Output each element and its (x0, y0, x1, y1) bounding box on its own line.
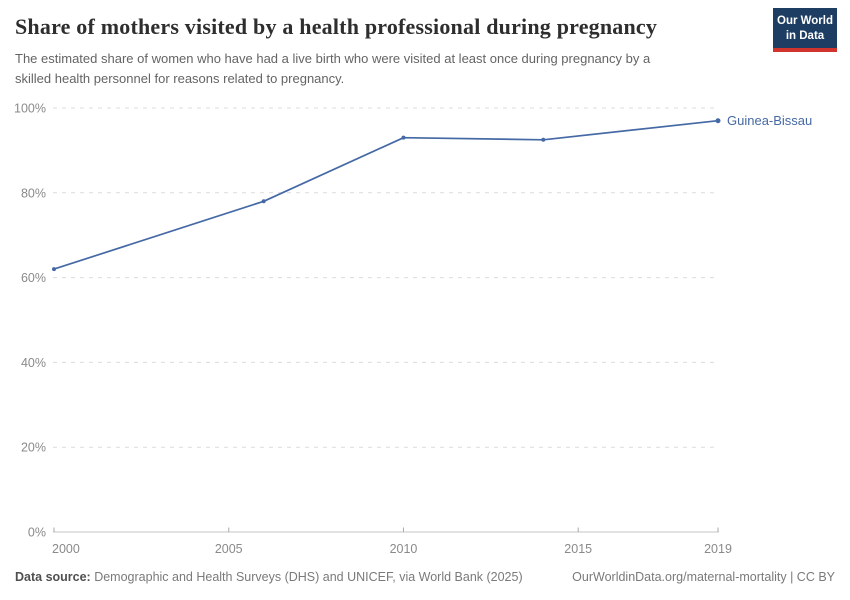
series-line[interactable] (53, 119, 719, 270)
owid-logo-line2: in Data (785, 29, 825, 42)
owid-logo[interactable]: Our World in Data (773, 8, 837, 52)
data-point[interactable] (541, 137, 546, 142)
page-title: Share of mothers visited by a health pro… (15, 14, 658, 39)
chart-subtitle: The estimated share of women who have ha… (15, 49, 755, 89)
data-point[interactable] (715, 118, 721, 124)
data-point[interactable] (52, 267, 56, 272)
y-tick-label: 100% (14, 102, 46, 116)
chart-subtitle-line2: skilled health personnel for reasons rel… (15, 71, 345, 87)
y-tick-label: 40% (21, 356, 46, 370)
y-tick-label: 20% (21, 441, 46, 455)
y-tick-label: 0% (28, 526, 46, 540)
x-tick-label: 2010 (390, 542, 418, 556)
x-tick-label: 2000 (52, 542, 80, 556)
x-tick-label: 2019 (704, 542, 732, 556)
x-tick-label: 2015 (564, 542, 592, 556)
data-source-label: Data source: (15, 570, 91, 584)
chart-subtitle-line1: The estimated share of women who have ha… (15, 51, 651, 66)
data-point[interactable] (401, 135, 406, 140)
owid-logo-line1: Our World (777, 15, 834, 27)
footer-link[interactable]: OurWorldinData.org/maternal-mortality | … (572, 570, 835, 584)
footer: Data source: Demographic and Health Surv… (15, 569, 835, 585)
x-tick-label: 2005 (215, 542, 243, 556)
header: Share of mothers visited by a health pro… (15, 14, 755, 89)
y-tick-label: 80% (21, 186, 46, 200)
data-source: Data source: Demographic and Health Surv… (15, 569, 523, 585)
y-tick-label: 60% (21, 271, 46, 285)
data-point[interactable] (261, 199, 266, 204)
data-source-text: Demographic and Health Surveys (DHS) and… (90, 570, 523, 584)
entity-label[interactable]: Guinea-Bissau (727, 113, 812, 128)
